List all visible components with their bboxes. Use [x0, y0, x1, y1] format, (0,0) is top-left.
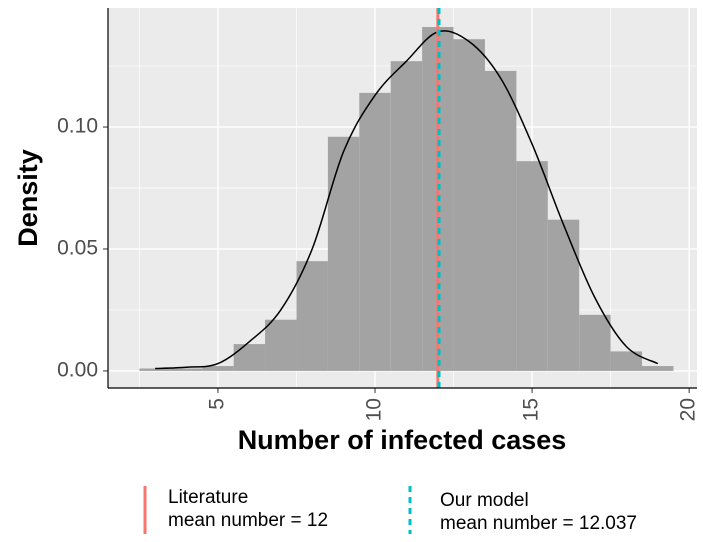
histogram-bar [390, 61, 423, 371]
y-tick-label: 0.00 [57, 358, 98, 381]
density-curve [155, 30, 659, 370]
x-tick-label: 5 [205, 398, 228, 410]
histogram-bar [484, 70, 517, 371]
y-tick-label: 0.05 [57, 237, 98, 260]
histogram-bar [202, 366, 234, 371]
y-axis-title: Density [13, 149, 43, 247]
histogram-bar [359, 92, 391, 371]
histogram-bar [642, 366, 674, 371]
histogram-bar [233, 344, 266, 371]
histogram-bar [516, 161, 548, 371]
x-axis-title: Number of infected cases [238, 425, 567, 455]
histogram-bar [610, 351, 643, 371]
histogram-bar [296, 261, 328, 371]
x-tick-label: 15 [520, 398, 543, 421]
histogram-bar [170, 368, 203, 371]
legend-label: Literature mean number = 12 [168, 487, 329, 531]
y-tick-label: 0.10 [57, 115, 98, 138]
histogram-bar [547, 219, 580, 371]
x-tick-label: 20 [677, 398, 700, 421]
legend-label: Our model mean number = 12.037 [440, 490, 637, 534]
histogram-bar [327, 136, 360, 371]
histogram-bar [453, 39, 485, 371]
histogram-bar [579, 314, 611, 371]
histogram-bar [265, 319, 297, 371]
x-tick-label: 10 [363, 398, 386, 421]
histogram-bar [139, 368, 171, 371]
